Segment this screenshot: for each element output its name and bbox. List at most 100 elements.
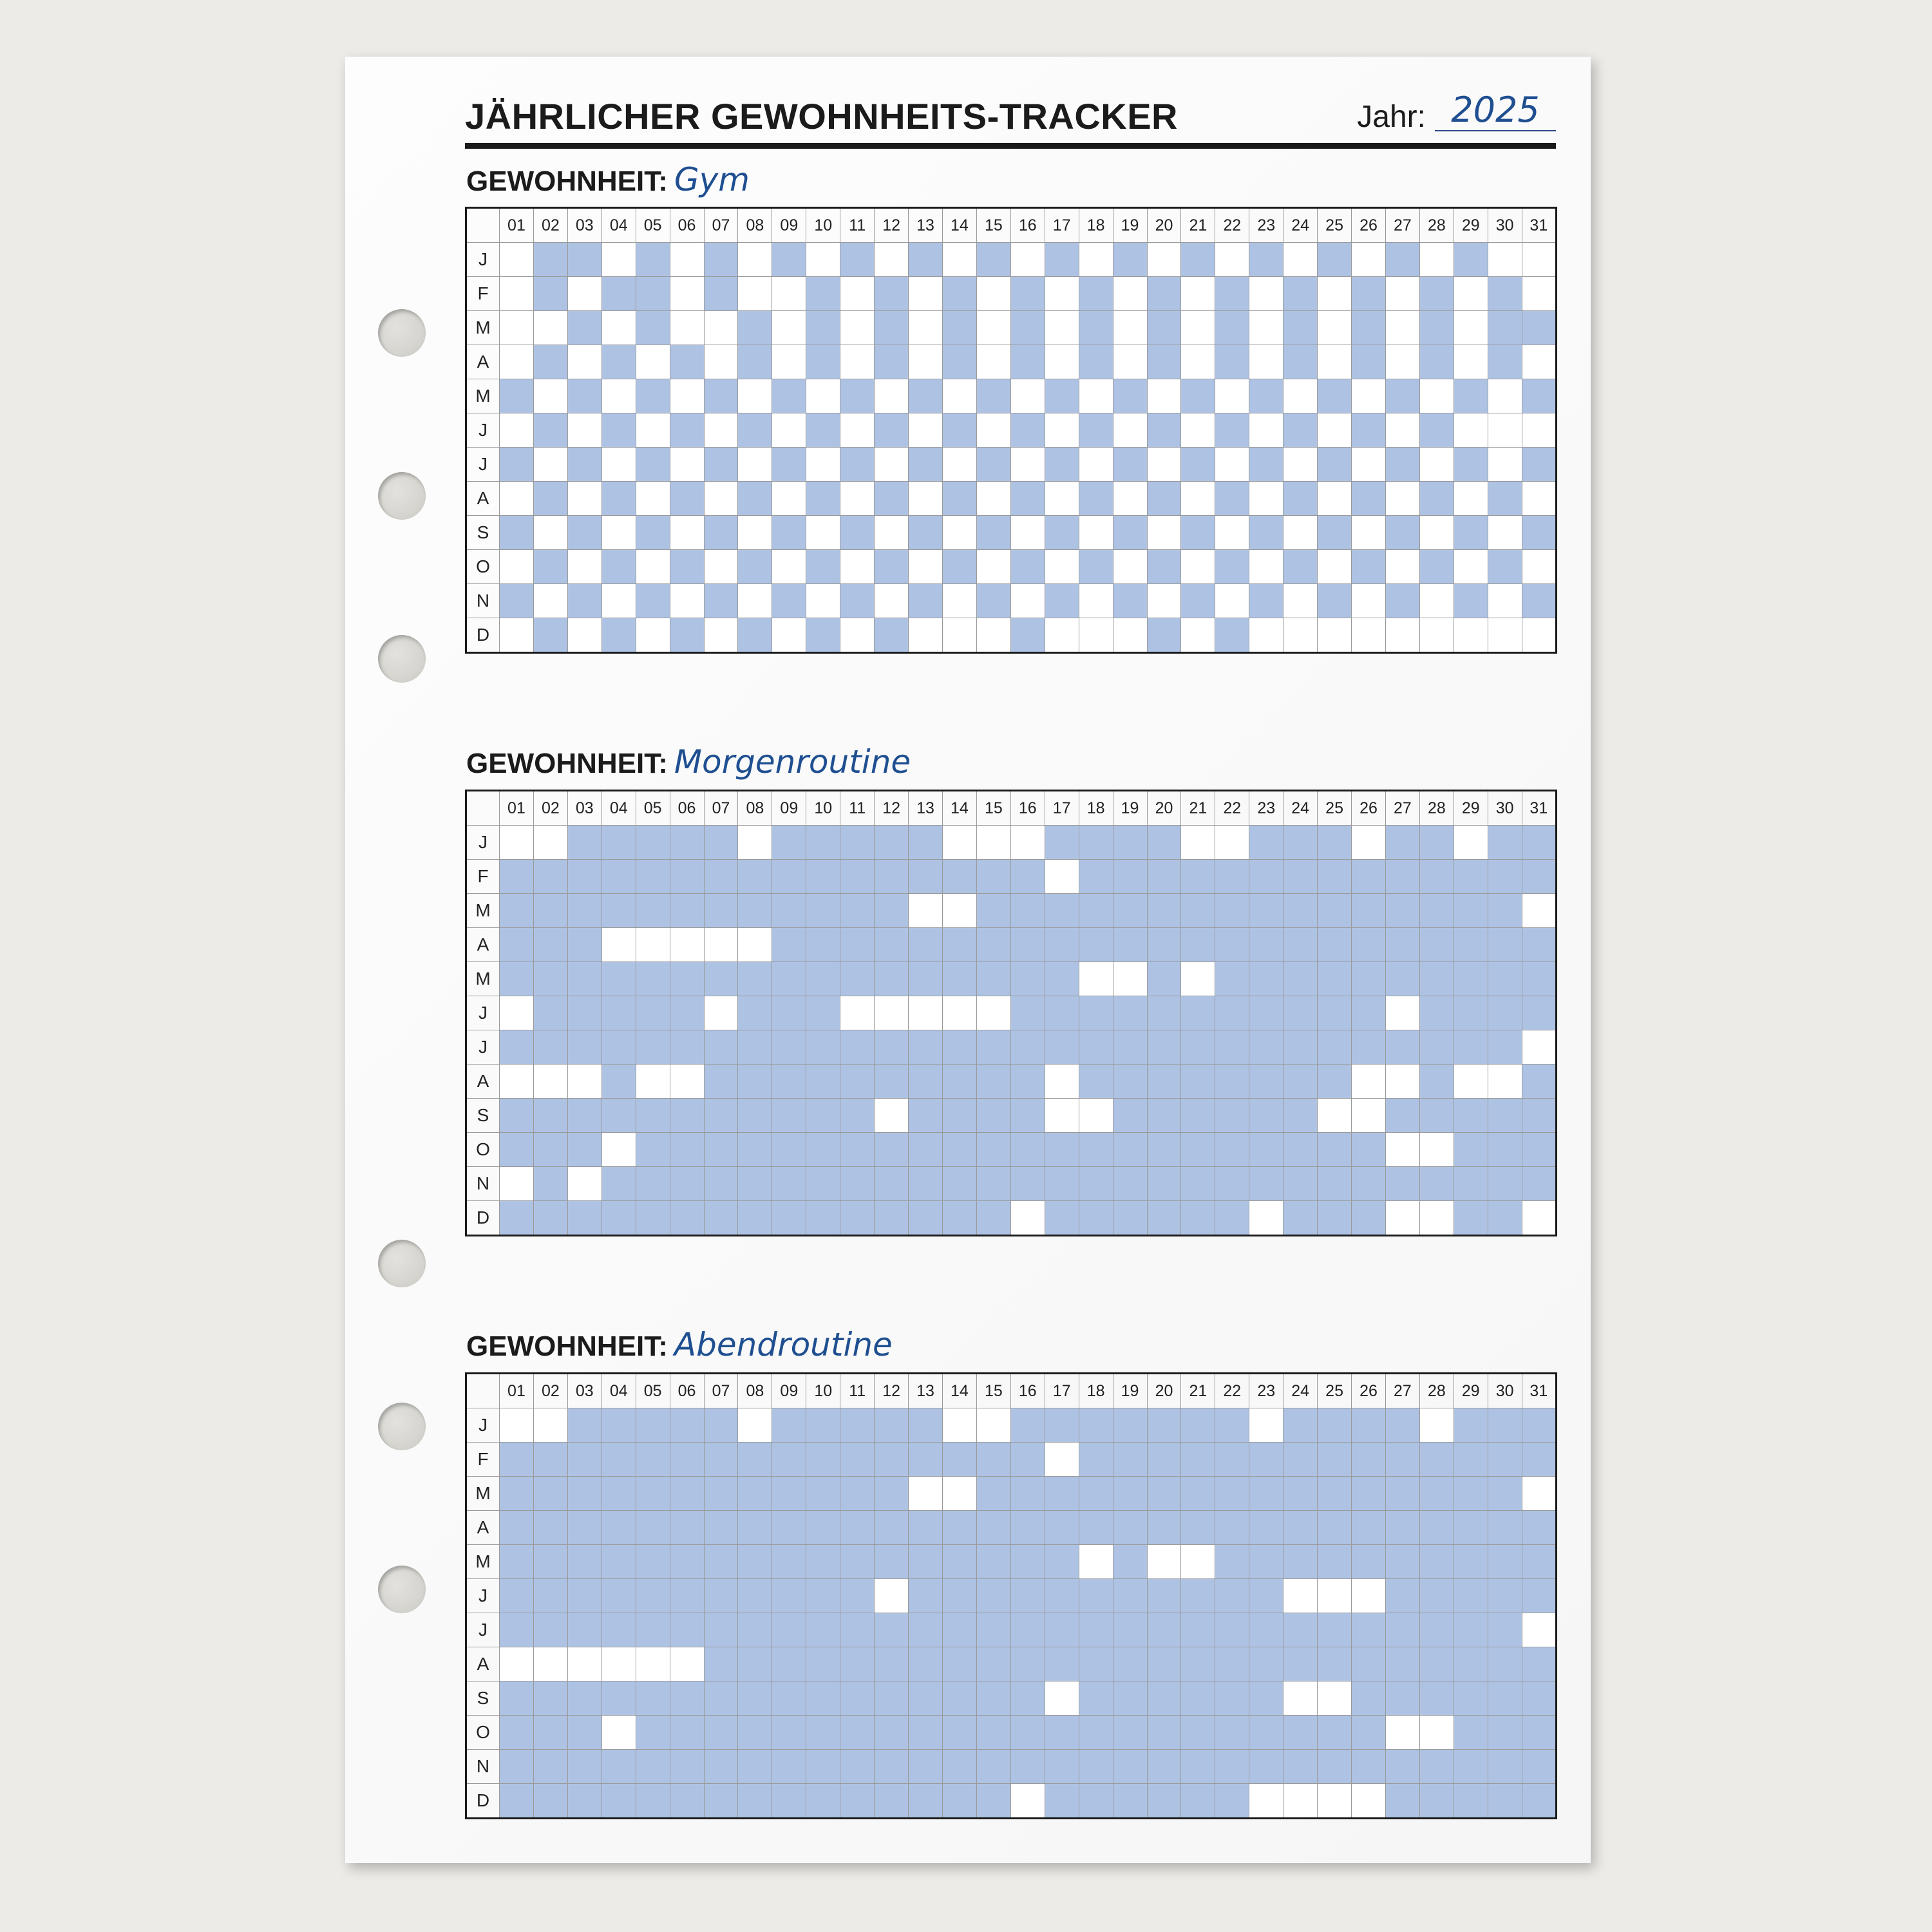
- day-cell-checked[interactable]: [1487, 1749, 1522, 1784]
- day-cell-checked[interactable]: [1112, 515, 1148, 550]
- day-cell-empty[interactable]: [1010, 583, 1045, 618]
- day-cell-empty[interactable]: [1385, 618, 1420, 653]
- day-cell-empty[interactable]: [1044, 1442, 1079, 1477]
- day-cell-checked[interactable]: [1385, 1613, 1420, 1647]
- day-cell-checked[interactable]: [806, 549, 841, 584]
- day-cell-empty[interactable]: [976, 276, 1011, 311]
- day-cell-checked[interactable]: [1215, 859, 1250, 894]
- day-cell-checked[interactable]: [1351, 481, 1386, 516]
- day-cell-empty[interactable]: [1180, 618, 1216, 653]
- day-cell-checked[interactable]: [703, 583, 739, 618]
- day-cell-checked[interactable]: [499, 583, 534, 618]
- day-cell-checked[interactable]: [1146, 481, 1182, 516]
- day-cell-checked[interactable]: [1351, 310, 1386, 345]
- day-cell-checked[interactable]: [1249, 1681, 1284, 1716]
- day-cell-checked[interactable]: [1317, 583, 1352, 618]
- day-cell-checked[interactable]: [1385, 1783, 1420, 1819]
- day-cell-checked[interactable]: [1146, 1783, 1182, 1819]
- day-cell-empty[interactable]: [601, 242, 636, 277]
- day-cell-checked[interactable]: [1146, 310, 1182, 345]
- day-cell-empty[interactable]: [942, 1408, 977, 1443]
- day-cell-checked[interactable]: [1283, 1749, 1318, 1784]
- day-cell-checked[interactable]: [567, 1578, 602, 1613]
- day-cell-empty[interactable]: [908, 345, 943, 379]
- day-cell-checked[interactable]: [1453, 1030, 1488, 1065]
- day-cell-checked[interactable]: [1180, 379, 1216, 413]
- day-cell-empty[interactable]: [1112, 961, 1148, 996]
- day-cell-checked[interactable]: [1521, 1442, 1557, 1477]
- day-cell-empty[interactable]: [635, 345, 670, 379]
- day-cell-checked[interactable]: [908, 927, 943, 962]
- day-cell-checked[interactable]: [976, 1647, 1011, 1681]
- day-cell-checked[interactable]: [942, 1749, 977, 1784]
- day-cell-checked[interactable]: [1044, 1544, 1079, 1579]
- day-cell-empty[interactable]: [635, 1064, 670, 1099]
- day-cell-checked[interactable]: [737, 1476, 773, 1511]
- day-cell-checked[interactable]: [1215, 996, 1250, 1030]
- day-cell-checked[interactable]: [1078, 413, 1113, 448]
- day-cell-empty[interactable]: [1044, 481, 1079, 516]
- day-cell-empty[interactable]: [1146, 515, 1182, 550]
- day-cell-checked[interactable]: [874, 1132, 909, 1167]
- day-cell-checked[interactable]: [1180, 1681, 1216, 1716]
- day-cell-empty[interactable]: [1078, 447, 1113, 482]
- day-cell-empty[interactable]: [1283, 379, 1318, 413]
- day-cell-empty[interactable]: [1010, 447, 1045, 482]
- day-cell-empty[interactable]: [669, 379, 705, 413]
- day-cell-empty[interactable]: [567, 618, 602, 653]
- day-cell-checked[interactable]: [1419, 961, 1454, 996]
- day-cell-checked[interactable]: [908, 859, 943, 894]
- day-cell-empty[interactable]: [1078, 242, 1113, 277]
- day-cell-checked[interactable]: [533, 1442, 568, 1477]
- day-cell-checked[interactable]: [1249, 1715, 1284, 1750]
- day-cell-checked[interactable]: [1453, 1578, 1488, 1613]
- day-cell-checked[interactable]: [737, 481, 773, 516]
- day-cell-checked[interactable]: [942, 1200, 977, 1236]
- day-cell-checked[interactable]: [1044, 1476, 1079, 1511]
- day-cell-checked[interactable]: [806, 1132, 841, 1167]
- day-cell-empty[interactable]: [840, 345, 875, 379]
- day-cell-checked[interactable]: [635, 1476, 670, 1511]
- day-cell-checked[interactable]: [533, 1613, 568, 1647]
- day-cell-checked[interactable]: [772, 1476, 807, 1511]
- day-cell-checked[interactable]: [1215, 1681, 1250, 1716]
- day-cell-checked[interactable]: [806, 1408, 841, 1443]
- day-cell-empty[interactable]: [772, 481, 807, 516]
- day-cell-checked[interactable]: [703, 1030, 739, 1065]
- day-cell-checked[interactable]: [1215, 276, 1250, 311]
- day-cell-checked[interactable]: [1215, 1783, 1250, 1819]
- day-cell-checked[interactable]: [1487, 1166, 1522, 1201]
- day-cell-checked[interactable]: [601, 825, 636, 860]
- day-cell-checked[interactable]: [533, 893, 568, 928]
- day-cell-checked[interactable]: [669, 1442, 705, 1477]
- day-cell-empty[interactable]: [772, 310, 807, 345]
- day-cell-checked[interactable]: [840, 1749, 875, 1784]
- day-cell-checked[interactable]: [1112, 1544, 1148, 1579]
- day-cell-checked[interactable]: [737, 1681, 773, 1716]
- day-cell-checked[interactable]: [806, 1200, 841, 1236]
- day-cell-checked[interactable]: [1180, 1578, 1216, 1613]
- day-cell-empty[interactable]: [1078, 515, 1113, 550]
- day-cell-checked[interactable]: [1317, 447, 1352, 482]
- day-cell-empty[interactable]: [1078, 961, 1113, 996]
- day-cell-checked[interactable]: [533, 1681, 568, 1716]
- day-cell-checked[interactable]: [1351, 1749, 1386, 1784]
- day-cell-checked[interactable]: [1453, 893, 1488, 928]
- day-cell-empty[interactable]: [1419, 1132, 1454, 1167]
- day-cell-checked[interactable]: [1317, 1647, 1352, 1681]
- day-cell-empty[interactable]: [1215, 447, 1250, 482]
- day-cell-checked[interactable]: [635, 996, 670, 1030]
- day-cell-checked[interactable]: [1249, 447, 1284, 482]
- day-cell-checked[interactable]: [669, 1783, 705, 1819]
- day-cell-checked[interactable]: [1112, 893, 1148, 928]
- day-cell-empty[interactable]: [601, 1132, 636, 1167]
- day-cell-checked[interactable]: [567, 1613, 602, 1647]
- day-cell-empty[interactable]: [737, 927, 773, 962]
- day-cell-empty[interactable]: [1521, 1030, 1557, 1065]
- day-cell-checked[interactable]: [1044, 825, 1079, 860]
- day-cell-checked[interactable]: [1419, 1510, 1454, 1545]
- day-cell-checked[interactable]: [1010, 1544, 1045, 1579]
- day-cell-empty[interactable]: [567, 549, 602, 584]
- day-cell-checked[interactable]: [840, 242, 875, 277]
- day-cell-checked[interactable]: [669, 549, 705, 584]
